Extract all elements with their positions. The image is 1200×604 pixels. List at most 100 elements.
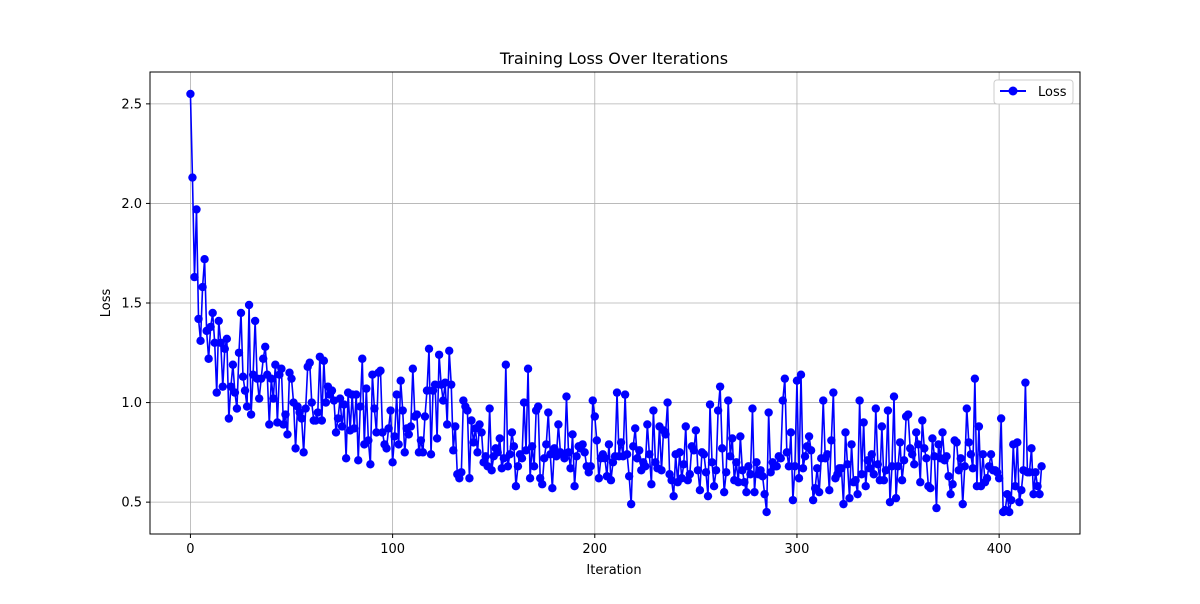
loss-point [970,374,980,383]
loss-point [679,460,688,469]
loss-point [568,430,577,439]
loss-point [847,440,856,449]
loss-point [269,394,278,403]
loss-point [669,491,678,501]
loss-point [968,464,978,473]
loss-point [948,480,957,489]
loss-point [853,489,862,499]
loss-point [259,354,268,363]
loss-point [843,460,852,469]
loss-point [794,474,804,483]
loss-point [962,404,971,413]
loss-point [724,396,733,405]
loss-point [465,474,474,483]
loss-point [1017,485,1026,495]
loss-point [867,450,876,459]
loss-point [521,446,531,455]
loss-point [257,374,266,383]
loss-point [317,416,327,425]
y-tick-label: 2.5 [121,97,142,112]
loss-point [722,468,731,477]
loss-point [661,430,670,439]
loss-point [629,442,638,451]
loss-point [885,497,895,507]
loss-point [370,404,379,413]
loss-point [934,440,943,449]
loss-point [996,414,1006,423]
loss-point [503,462,513,471]
loss-point [352,390,361,399]
loss-point [578,440,587,449]
loss-point [693,466,703,475]
loss-point [236,308,246,318]
y-axis-title: Loss [99,289,114,318]
loss-point [887,462,897,471]
loss-point [952,438,961,447]
loss-point [542,440,551,449]
loss-point [572,452,581,461]
loss-point [511,482,521,491]
loss-point [265,420,274,429]
loss-point [232,404,242,413]
loss-point [946,489,955,499]
loss-point [513,462,523,471]
loss-point [190,272,199,282]
loss-point [287,374,296,383]
loss-point [657,466,666,475]
loss-point [226,382,236,391]
loss-point [590,412,599,421]
loss-point [912,428,921,437]
loss-point [736,432,745,441]
loss-point [707,458,717,467]
loss-point [206,322,215,332]
loss-point [974,422,984,431]
loss-point [412,410,422,419]
loss-point [238,372,248,381]
loss-point [786,428,796,437]
loss-point [851,476,860,485]
loss-point [406,422,415,431]
loss-point [469,438,478,447]
loss-point [920,444,929,453]
loss-point [691,426,701,435]
loss-point [812,464,822,473]
loss-point [378,428,387,437]
loss-point [776,454,785,463]
loss-point [200,254,209,264]
loss-point [220,344,229,353]
loss-point [841,428,850,437]
loss-point [392,390,401,399]
loss-point [879,476,889,485]
loss-point [299,448,308,457]
loss-point [267,374,276,383]
x-tick-label: 400 [987,542,1012,557]
loss-point [873,460,883,469]
loss-point [416,436,426,445]
loss-point [580,448,589,457]
loss-point [505,450,515,459]
x-tick-label: 200 [582,542,607,557]
loss-point [307,398,316,407]
loss-point [895,438,905,447]
loss-point [234,348,244,357]
loss-point [928,434,937,443]
loss-point [738,466,747,475]
legend-marker-swatch [1008,86,1018,96]
loss-point [908,450,917,459]
loss-point [986,450,996,459]
loss-point [960,462,969,471]
loss-point [350,424,359,433]
loss-point [790,462,800,471]
loss-point [305,358,314,367]
loss-point [964,438,973,447]
loss-point [475,420,484,429]
loss-point [954,466,963,475]
loss-point [291,444,300,453]
loss-point [1005,507,1014,517]
loss-point [823,450,832,459]
loss-point [1025,468,1034,477]
loss-point [311,416,320,425]
loss-point [827,436,836,445]
loss-point [681,422,690,431]
